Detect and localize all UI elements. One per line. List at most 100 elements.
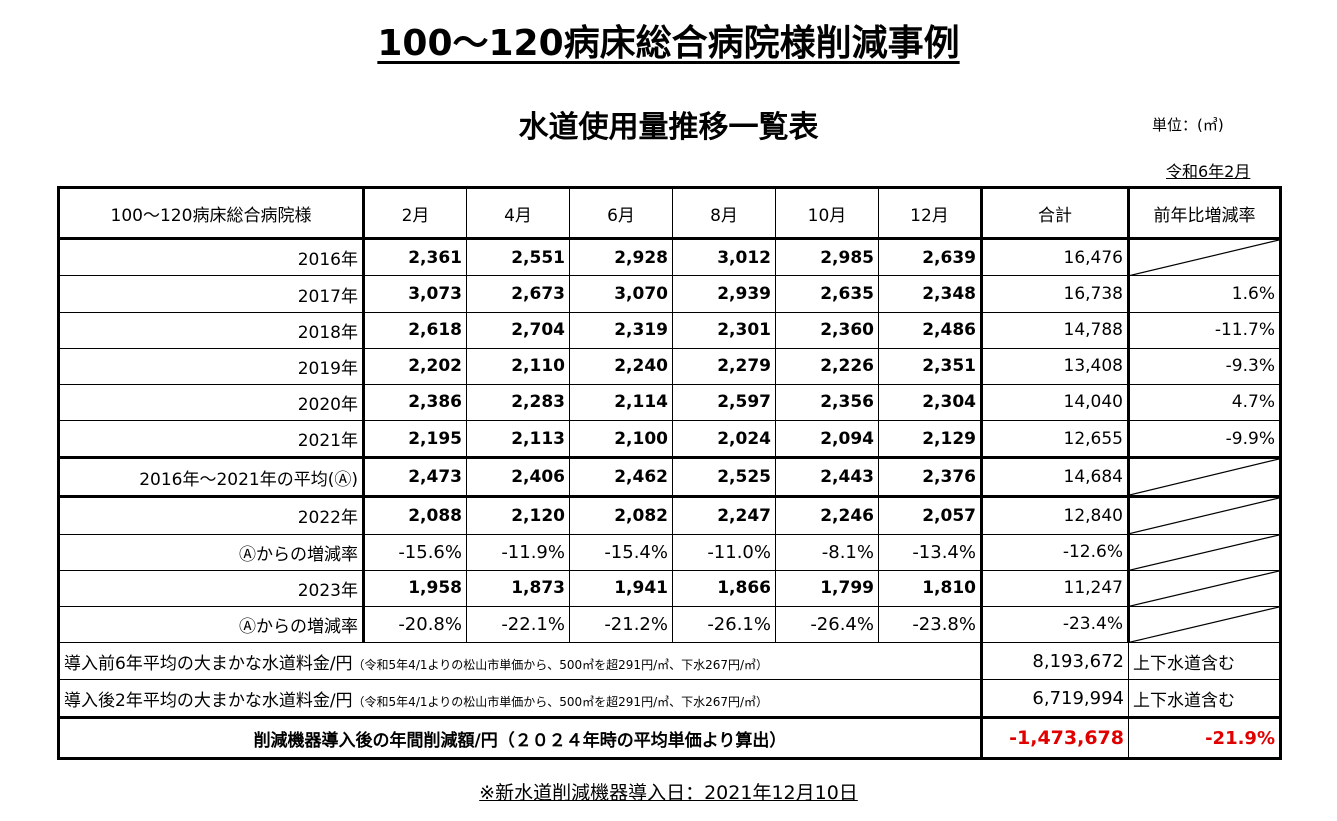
month-value: -15.4%	[569, 533, 673, 571]
final-rate: -21.9%	[1128, 716, 1281, 759]
month-value: 2,406	[466, 456, 570, 499]
month-value: 2,376	[878, 456, 982, 499]
table-subtitle: 水道使用量推移一覧表	[518, 110, 819, 145]
row-label: 2020年	[58, 383, 364, 421]
table-row: 2022年 2,088 2,120 2,082 2,247 2,246 2,057 12,84…	[58, 496, 1281, 535]
month-value: 2,928	[569, 237, 673, 277]
header-month: 6月	[569, 187, 673, 240]
month-value: -11.0%	[672, 533, 776, 571]
month-value: 1,873	[466, 569, 570, 607]
month-value: 3,073	[362, 275, 467, 313]
month-value: 2,082	[569, 496, 673, 535]
month-value: 2,348	[878, 275, 982, 313]
row-rate	[1127, 533, 1281, 571]
water-usage-table: 100～120病床総合病院様 2月 4月 6月 8月 10月 12月 合計 前年…	[57, 186, 1282, 760]
table-row: 2023年 1,958 1,873 1,941 1,866 1,799 1,810 11,24…	[58, 569, 1281, 607]
install-date-note: ※新水道削減機器導入日：2021年12月10日	[479, 782, 858, 804]
row-total: 12,655	[980, 419, 1129, 459]
month-value: 2,301	[672, 311, 776, 349]
row-rate	[1127, 456, 1281, 499]
month-value: -26.4%	[775, 605, 879, 644]
summary-label: 導入前6年平均の大まかな水道料金/円（令和5年4/1よりの松山市単価から、500…	[58, 642, 982, 680]
row-total: 16,738	[980, 275, 1129, 313]
row-rate: 1.6%	[1127, 275, 1281, 313]
month-value: 2,985	[775, 237, 879, 277]
row-total: -12.6%	[980, 533, 1129, 571]
month-value: 2,462	[569, 456, 673, 499]
header-total: 合計	[980, 187, 1129, 240]
header-month: 4月	[466, 187, 570, 240]
month-value: 3,070	[569, 275, 673, 313]
month-value: 2,114	[569, 383, 673, 421]
month-value: 2,704	[466, 311, 570, 349]
row-label: Ⓐからの増減率	[58, 533, 364, 571]
summary-row: 導入後2年平均の大まかな水道料金/円（令和5年4/1よりの松山市単価から、500…	[58, 679, 1281, 718]
month-value: 2,360	[775, 311, 879, 349]
row-rate	[1127, 569, 1281, 607]
month-value: 2,443	[775, 456, 879, 499]
table-row: Ⓐからの増減率 -20.8% -22.1% -21.2% -26.1% -26.4% -23…	[58, 605, 1281, 644]
date-label: 令和6年2月	[1166, 162, 1251, 181]
month-value: -11.9%	[466, 533, 570, 571]
month-value: 1,941	[569, 569, 673, 607]
diagonal-slash-icon	[1130, 607, 1279, 642]
summary-label-text: 導入前6年平均の大まかな水道料金/円	[64, 653, 353, 674]
row-label: 2018年	[58, 311, 364, 349]
row-label: 2019年	[58, 347, 364, 385]
final-value: -1,473,678	[980, 716, 1129, 759]
table-row: Ⓐからの増減率 -15.6% -11.9% -15.4% -11.0% -8.1% -13.…	[58, 533, 1281, 571]
month-value: -8.1%	[775, 533, 879, 571]
month-value: 2,486	[878, 311, 982, 349]
month-value: 2,551	[466, 237, 570, 277]
month-value: 2,129	[878, 419, 982, 459]
row-total: 12,840	[980, 496, 1129, 535]
month-value: -13.4%	[878, 533, 982, 571]
month-value: 2,279	[672, 347, 776, 385]
month-value: 2,597	[672, 383, 776, 421]
row-rate	[1127, 237, 1281, 277]
row-total: -23.4%	[980, 605, 1129, 644]
table-row: 2016年 2,361 2,551 2,928 3,012 2,985 2,639 16,47…	[58, 237, 1281, 277]
row-rate: 4.7%	[1127, 383, 1281, 421]
row-label: 2021年	[58, 419, 364, 459]
month-value: 2,361	[362, 237, 467, 277]
month-value: -23.8%	[878, 605, 982, 644]
month-value: 2,386	[362, 383, 467, 421]
diagonal-slash-icon	[1130, 571, 1279, 606]
month-value: 2,525	[672, 456, 776, 499]
table-row: 2021年 2,195 2,113 2,100 2,024 2,094 2,129 12,65…	[58, 419, 1281, 459]
month-value: 2,283	[466, 383, 570, 421]
row-rate: -9.9%	[1127, 419, 1281, 459]
row-label: 2022年	[58, 496, 364, 535]
header-rate: 前年比増減率	[1127, 187, 1281, 240]
row-total: 13,408	[980, 347, 1129, 385]
month-value: 2,473	[362, 456, 467, 499]
diagonal-slash-icon	[1130, 459, 1279, 495]
final-row: 削減機器導入後の年間削減額/円（２０２４年時の平均単価より算出） -1,473,6…	[58, 716, 1281, 759]
unit-label: 単位：(㎥)	[1152, 116, 1224, 134]
month-value: -15.6%	[362, 533, 467, 571]
row-rate	[1127, 496, 1281, 535]
month-value: 2,356	[775, 383, 879, 421]
row-total: 14,040	[980, 383, 1129, 421]
month-value: -21.2%	[569, 605, 673, 644]
month-value: 2,351	[878, 347, 982, 385]
table-row: 2019年 2,202 2,110 2,240 2,279 2,226 2,351 13,40…	[58, 347, 1281, 385]
header-month: 8月	[672, 187, 776, 240]
month-value: 2,110	[466, 347, 570, 385]
page-title: 100～120病床総合病院様削減事例	[377, 23, 960, 64]
row-total: 14,788	[980, 311, 1129, 349]
table-row: 2020年 2,386 2,283 2,114 2,597 2,356 2,304 14,04…	[58, 383, 1281, 421]
row-label: 2017年	[58, 275, 364, 313]
month-value: -20.8%	[362, 605, 467, 644]
month-value: -22.1%	[466, 605, 570, 644]
month-value: 1,810	[878, 569, 982, 607]
summary-label-text: 導入後2年平均の大まかな水道料金/円	[64, 690, 353, 711]
month-value: 2,120	[466, 496, 570, 535]
month-value: 2,088	[362, 496, 467, 535]
month-value: 2,226	[775, 347, 879, 385]
month-value: 2,240	[569, 347, 673, 385]
table-header-row: 100～120病床総合病院様 2月 4月 6月 8月 10月 12月 合計 前年…	[58, 187, 1281, 240]
month-value: 2,113	[466, 419, 570, 459]
summary-value: 6,719,994	[980, 679, 1129, 718]
